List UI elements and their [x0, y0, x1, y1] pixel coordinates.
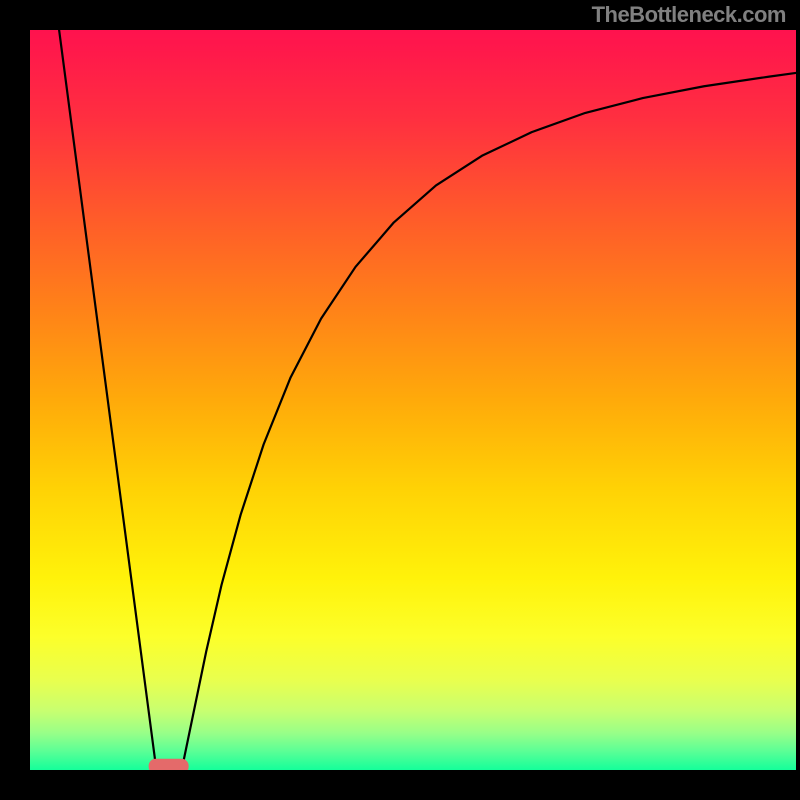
plot-area: [30, 30, 796, 770]
chart-container: { "watermark": "TheBottleneck.com", "wat…: [0, 0, 800, 800]
vertex-marker: [149, 759, 189, 770]
chart-overlay: [30, 30, 796, 770]
bottleneck-curve: [59, 30, 796, 770]
watermark-text: TheBottleneck.com: [592, 2, 786, 28]
